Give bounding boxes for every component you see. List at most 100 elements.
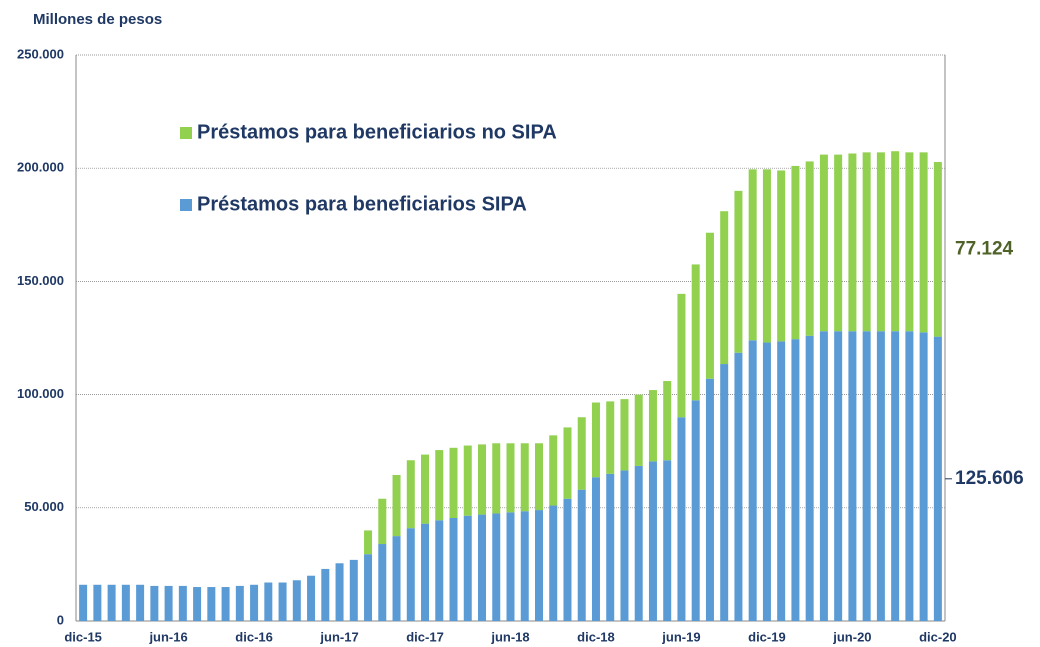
bar-segment (862, 152, 871, 332)
y-axis-label: Millones de pesos (33, 11, 162, 28)
x-tick-label: jun-20 (832, 629, 871, 644)
bar-segment (748, 169, 757, 341)
bar-segment (834, 331, 843, 621)
x-tick-label: jun-16 (148, 629, 187, 644)
bar-segment (720, 211, 729, 365)
bar-segment (449, 447, 458, 518)
x-tick-label: dic-16 (235, 629, 273, 644)
bar-segment (463, 445, 472, 516)
bar-segment (620, 470, 629, 621)
x-tick-label: dic-18 (577, 629, 615, 644)
bar-segment (534, 510, 543, 621)
bar-segment (264, 582, 273, 621)
bar-segment (663, 381, 672, 461)
bar-segment (862, 331, 871, 621)
bar-segment (292, 580, 301, 621)
bar-segment (121, 584, 130, 621)
bar-segment (606, 473, 615, 621)
bar-segment (705, 232, 714, 379)
y-tick-label: 0 (57, 612, 64, 627)
bar-segment (378, 544, 387, 621)
bar-segment (563, 498, 572, 621)
bar-segment (221, 587, 230, 621)
bar-segment (506, 443, 515, 513)
bar-segment (520, 511, 529, 621)
legend-swatch (180, 199, 192, 211)
bar-segment (819, 331, 828, 621)
bar-segment (734, 190, 743, 353)
bar-segment (905, 331, 914, 621)
bar-segment (777, 341, 786, 621)
bar-segment (93, 584, 102, 621)
bar-segment (378, 498, 387, 545)
bar-segment (805, 161, 814, 336)
bar-segment (235, 585, 244, 621)
bar-segment (478, 444, 487, 515)
bar-segment (207, 587, 216, 621)
bar-segment (463, 515, 472, 621)
bar-segment (848, 153, 857, 332)
bar-segment (805, 335, 814, 621)
bar-segment (634, 465, 643, 621)
bar-segment (919, 152, 928, 333)
bar-segment (591, 477, 600, 621)
bar-segment (421, 523, 430, 621)
bar-segment (677, 293, 686, 418)
bar-segment (364, 530, 373, 555)
bar-segment (178, 585, 187, 621)
bar-segment (520, 443, 529, 512)
bar-segment (762, 169, 771, 343)
bar-segment (905, 152, 914, 332)
y-tick-label: 50.000 (24, 499, 64, 514)
legend-label: Préstamos para beneficiarios SIPA (197, 193, 527, 215)
bar-segment (691, 400, 700, 621)
bar-segment (549, 505, 558, 621)
bar-segment (136, 584, 145, 621)
bar-segment (392, 536, 401, 621)
bar-segment (591, 402, 600, 478)
bar-segment (392, 474, 401, 537)
bar-segment (107, 584, 116, 621)
bar-segment (193, 587, 202, 621)
bar-segment (492, 443, 501, 514)
x-tick-label: dic-15 (64, 629, 102, 644)
legend-swatch (180, 127, 192, 139)
bar-segment (734, 352, 743, 621)
bar-segment (506, 512, 515, 621)
bar-segment (364, 554, 373, 621)
bar-segment (549, 435, 558, 506)
bar-segment (349, 559, 358, 621)
bar-segment (705, 378, 714, 621)
bar-segment (891, 151, 900, 332)
bar-segment (563, 427, 572, 499)
bar-segment (791, 339, 800, 621)
bar-segment (606, 401, 615, 474)
bar-segment (648, 461, 657, 621)
x-tick-label: jun-17 (319, 629, 358, 644)
legend-label: Préstamos para beneficiarios no SIPA (197, 121, 557, 143)
bar-segment (79, 584, 88, 621)
bar-segment (335, 563, 344, 621)
bar-segment (819, 154, 828, 332)
bar-segment (876, 152, 885, 332)
y-tick-label: 100.000 (17, 386, 64, 401)
bar-segment (933, 162, 942, 337)
bar-segment (891, 331, 900, 621)
bar-segment (435, 450, 444, 521)
x-tick-label: dic-19 (748, 629, 786, 644)
x-tick-label: dic-17 (406, 629, 444, 644)
value-label: 125.606 (955, 468, 1024, 489)
bar-segment (307, 575, 316, 621)
bar-segment (421, 454, 430, 524)
bar-segment (663, 460, 672, 621)
y-tick-label: 250.000 (17, 46, 64, 61)
bar-segment (777, 170, 786, 342)
x-tick-label: jun-19 (661, 629, 700, 644)
bar-segment (577, 489, 586, 621)
bar-segment (435, 520, 444, 621)
bar-segment (933, 336, 942, 621)
bar-segment (534, 443, 543, 511)
bar-segment (620, 399, 629, 471)
value-label: 77.124 (955, 238, 1014, 259)
